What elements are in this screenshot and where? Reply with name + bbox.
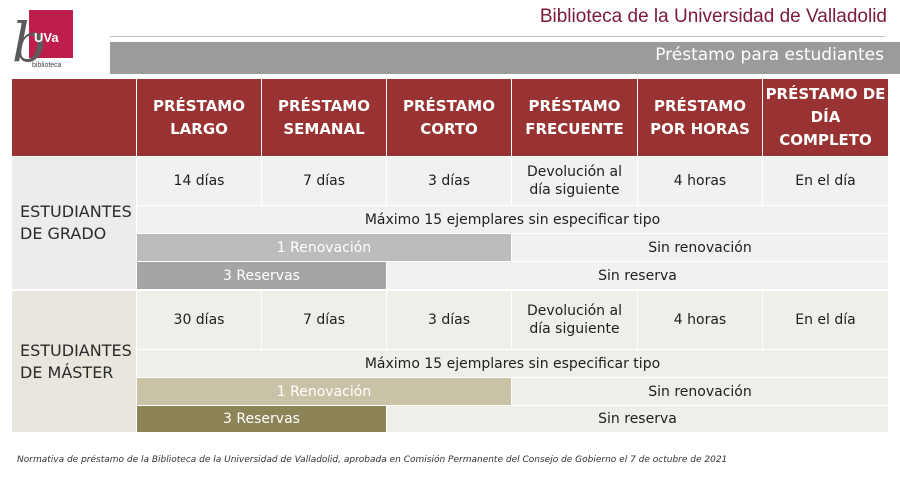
master-max-items: Máximo 15 ejemplares sin especificar tip… [137,350,888,377]
grado-no-renewal: Sin renovación [512,234,888,261]
header-corner-cell [12,79,136,156]
master-duration-largo: 30 días [137,291,261,349]
uva-logo: b UVa biblioteca [10,10,73,74]
row-label-grado: ESTUDIANTES DE GRADO [12,157,136,289]
row-label-master: ESTUDIANTES DE MÁSTER [12,291,136,432]
grado-duration-dia-completo: En el día [763,157,888,205]
grado-max-items: Máximo 15 ejemplares sin especificar tip… [137,206,888,233]
grado-duration-frecuente: Devolución al día siguiente [512,157,637,205]
grado-duration-corto: 3 días [387,157,511,205]
master-duration-corto: 3 días [387,291,511,349]
column-header-dia-completo: PRÉSTAMO DE DÍA COMPLETO [763,79,888,156]
column-header-semanal: PRÉSTAMO SEMANAL [262,79,386,156]
logo-subtext: biblioteca [32,62,62,69]
header-divider [110,36,885,37]
master-duration-frecuente: Devolución al día siguiente [512,291,637,349]
subtitle-band: Préstamo para estudiantes [110,42,900,74]
column-header-corto: PRÉSTAMO CORTO [387,79,511,156]
grado-no-reservation: Sin reserva [387,262,888,289]
grado-renewal-bar: 1 Renovación [137,234,511,261]
master-no-renewal: Sin renovación [512,378,888,405]
logo-square [29,10,73,58]
column-header-por-horas: PRÉSTAMO POR HORAS [638,79,762,156]
footnote: Normativa de préstamo de la Biblioteca d… [17,455,728,465]
grado-reservations-bar: 3 Reservas [137,262,386,289]
grado-duration-semanal: 7 días [262,157,386,205]
university-title: Biblioteca de la Universidad de Valladol… [539,6,887,27]
master-duration-por-horas: 4 horas [638,291,762,349]
master-no-reservation: Sin reserva [387,406,888,432]
grado-duration-por-horas: 4 horas [638,157,762,205]
grado-duration-largo: 14 días [137,157,261,205]
page-subtitle: Préstamo para estudiantes [655,45,884,65]
logo-text: UVa [34,30,59,45]
column-header-largo: PRÉSTAMO LARGO [137,79,261,156]
master-duration-semanal: 7 días [262,291,386,349]
column-header-frecuente: PRÉSTAMO FRECUENTE [512,79,637,156]
logo-b-glyph: b [12,11,47,74]
master-reservations-bar: 3 Reservas [137,406,386,432]
master-duration-dia-completo: En el día [763,291,888,349]
master-renewal-bar: 1 Renovación [137,378,511,405]
